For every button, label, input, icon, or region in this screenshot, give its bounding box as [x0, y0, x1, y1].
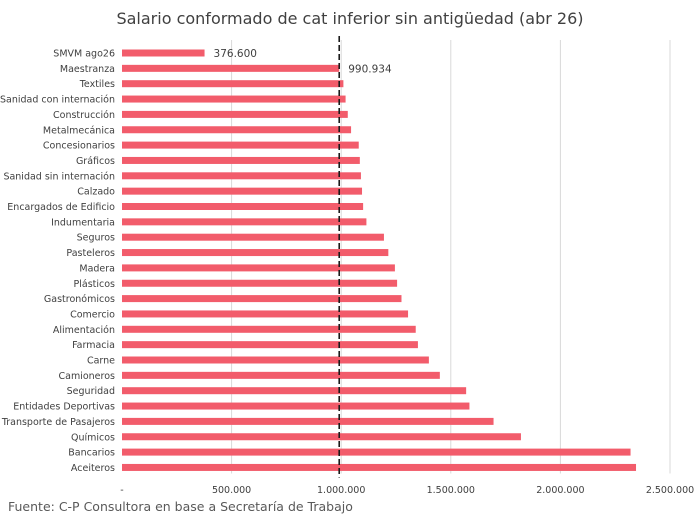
data-label: 990.934: [348, 63, 392, 75]
x-tick-label: 500.000: [212, 485, 251, 496]
bar: [122, 310, 409, 318]
chart-title: Salario conformado de cat inferior sin a…: [116, 9, 584, 28]
labels: - 500.000 1.000.000 1.500.000 2.000.000 2.500…: [0, 48, 694, 496]
bar: [122, 279, 398, 287]
bar: [122, 264, 395, 272]
category-label: Sanidad con internación: [0, 95, 115, 106]
x-tick-label: -: [120, 485, 123, 496]
category-label: Farmacia: [72, 340, 115, 351]
category-label: SMVM ago26: [53, 49, 115, 60]
category-label: Concesionarios: [43, 141, 115, 152]
category-label: Seguros: [77, 233, 115, 244]
category-label: Construcción: [53, 110, 115, 121]
bar: [122, 233, 384, 241]
category-label: Sanidad sin internación: [3, 171, 115, 182]
category-label: Gastronómicos: [44, 294, 115, 305]
bar: [122, 64, 340, 72]
bar: [122, 387, 467, 395]
category-label: Bancarios: [68, 448, 115, 459]
bar: [122, 95, 346, 103]
category-label: Carne: [87, 356, 115, 367]
bar: [122, 187, 363, 195]
bar: [122, 172, 361, 180]
category-label: Madera: [79, 263, 115, 274]
category-label: Camioneros: [59, 371, 116, 382]
category-label: Alimentación: [53, 325, 115, 336]
bar: [122, 295, 402, 303]
bar: [122, 141, 359, 149]
bar: [122, 110, 348, 118]
data-label: 376.600: [214, 48, 257, 60]
category-label: Seguridad: [67, 386, 115, 397]
bar: [122, 218, 367, 226]
bar: [122, 402, 470, 410]
category-label: Entidades Deportivas: [13, 402, 115, 413]
x-tick-label: 1.000.000: [317, 485, 365, 496]
gridlines: [231, 40, 671, 474]
category-label: Comercio: [70, 309, 115, 320]
category-label: Calzado: [77, 187, 115, 198]
bar: [122, 433, 521, 441]
bar: [122, 325, 416, 333]
category-label: Químicos: [71, 432, 115, 443]
source-note: Fuente: C-P Consultora en base a Secreta…: [8, 499, 353, 514]
bar: [122, 371, 440, 379]
bar: [122, 126, 352, 134]
bar: [122, 417, 494, 425]
x-tick-label: 1.500.000: [427, 485, 475, 496]
bar: [122, 80, 344, 88]
category-label: Metalmecánica: [43, 125, 115, 136]
category-label: Indumentaria: [51, 217, 115, 228]
bar: [122, 156, 360, 164]
x-tick-label: 2.500.000: [646, 485, 694, 496]
bar: [122, 448, 631, 456]
category-label: Gráficos: [76, 156, 115, 167]
category-label: Plásticos: [74, 279, 116, 290]
bar: [122, 49, 205, 57]
category-label: Maestranza: [60, 64, 115, 75]
bars: [122, 49, 637, 471]
category-label: Aceiteros: [71, 463, 115, 474]
category-label: Textiles: [79, 79, 115, 90]
bar: [122, 463, 637, 471]
bar: [122, 356, 429, 364]
category-label: Pasteleros: [66, 248, 115, 259]
bar: [122, 249, 389, 257]
bar: [122, 341, 418, 349]
bar: [122, 203, 364, 210]
category-label: Encargados de Edificio: [7, 202, 115, 213]
category-label: Transporte de Pasajeros: [1, 417, 115, 428]
x-tick-label: 2.000.000: [536, 485, 584, 496]
